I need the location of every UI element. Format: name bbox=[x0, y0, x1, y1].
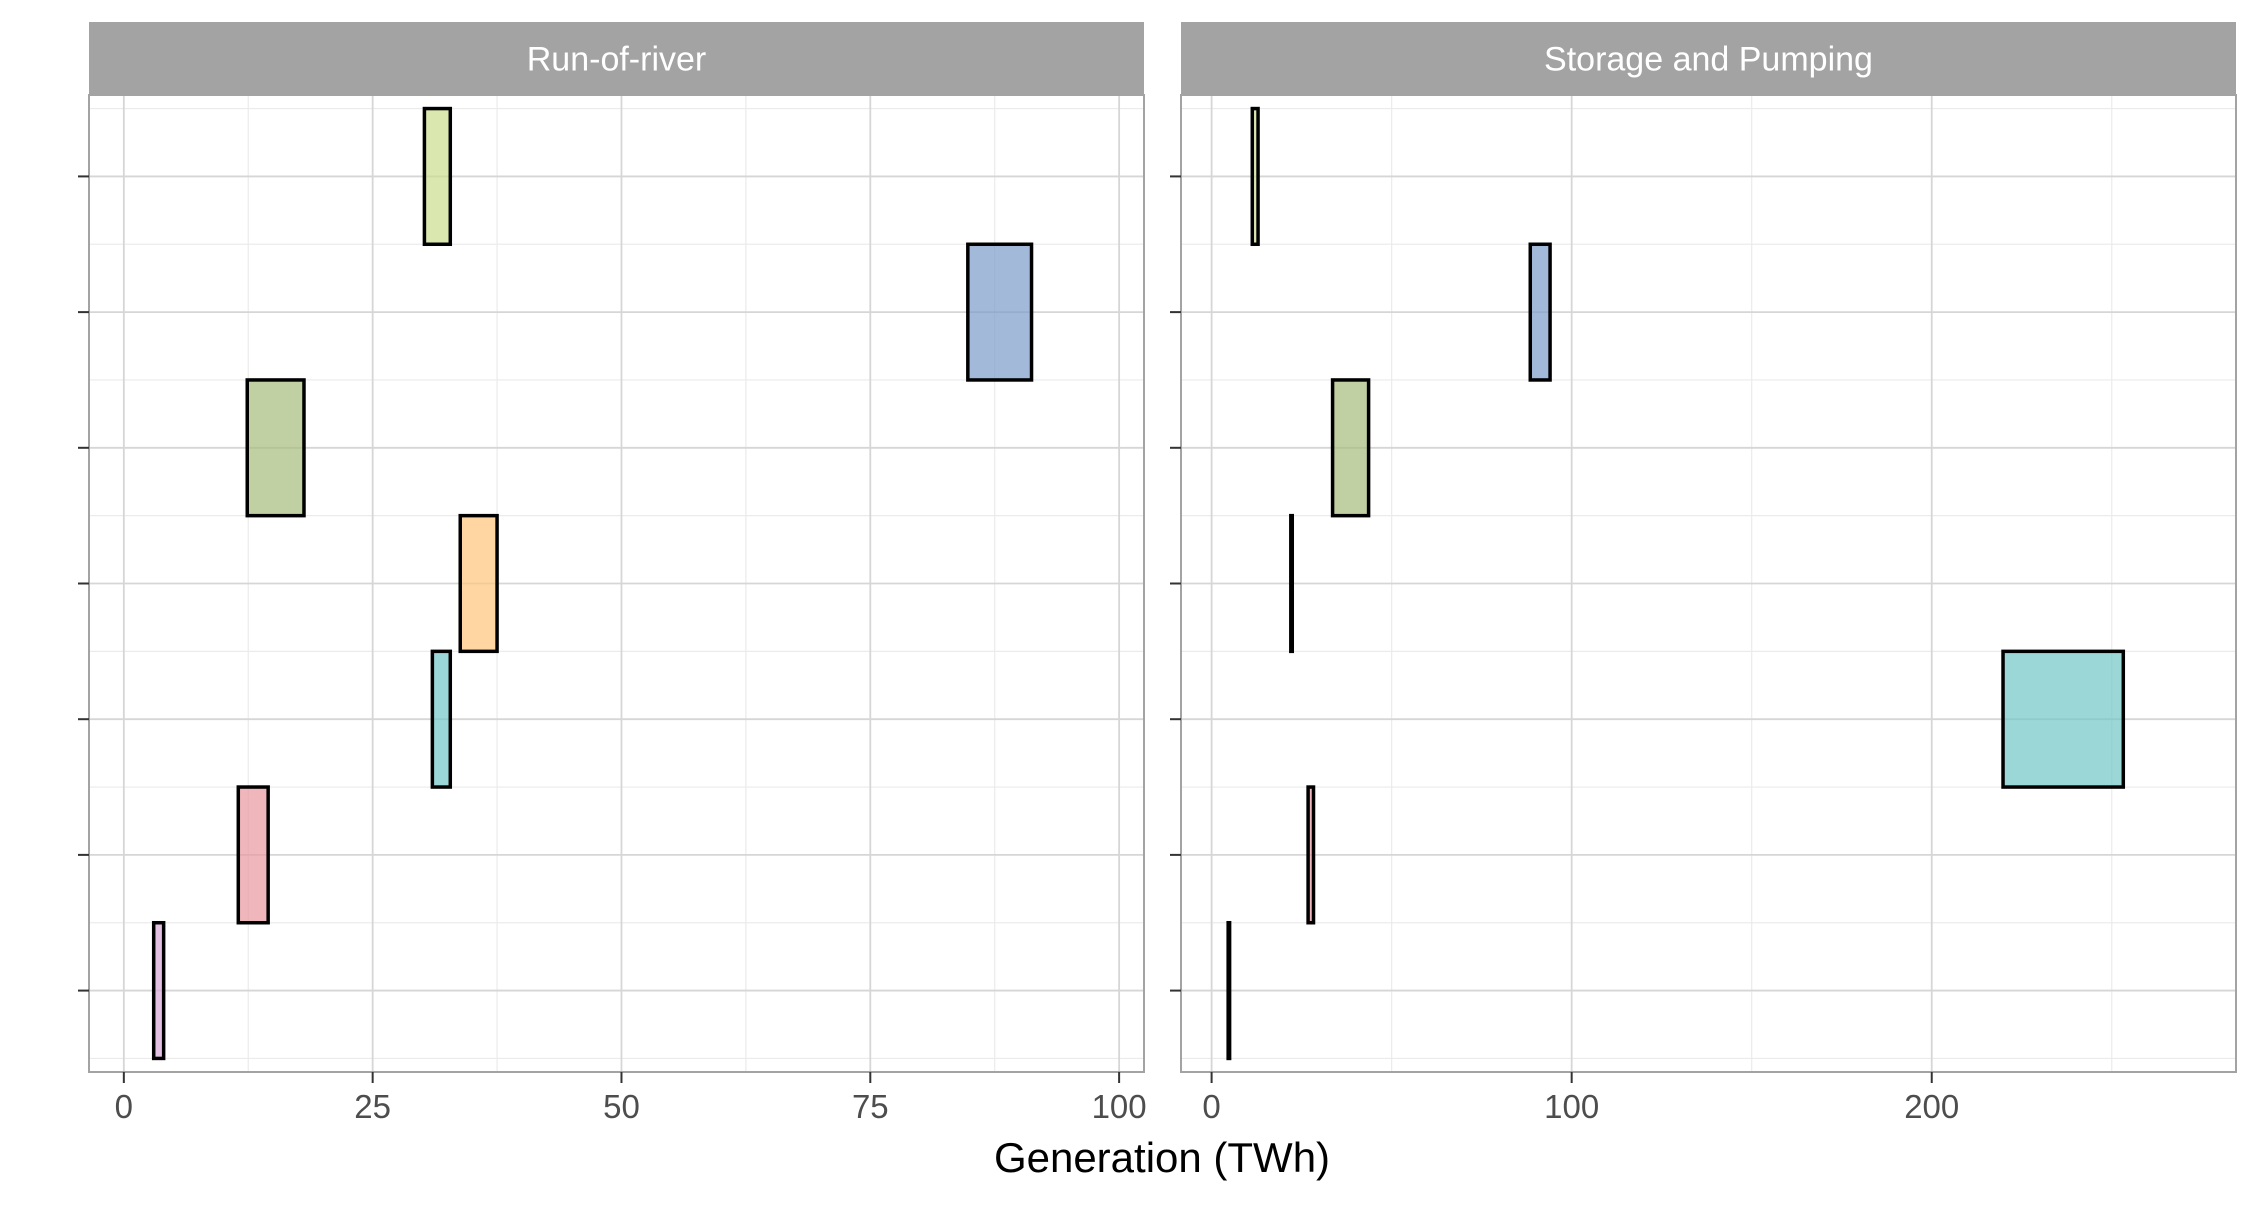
x-tick-label: 200 bbox=[1904, 1088, 1959, 1125]
strip-background bbox=[1181, 22, 2236, 95]
x-axis-title: Generation (TWh) bbox=[994, 1134, 1330, 1181]
strip-label: Storage and Pumping bbox=[1544, 41, 1873, 79]
x-tick-label: 25 bbox=[354, 1088, 391, 1125]
x-tick-label: 0 bbox=[115, 1088, 133, 1125]
panel-storage-and-pumping: Storage and Pumping 0 100 200 bbox=[1170, 22, 2237, 1125]
bar-row-7 bbox=[422, 106, 453, 247]
bar-row-3 bbox=[2001, 649, 2126, 789]
x-tick-label: 50 bbox=[603, 1088, 640, 1125]
bar-row-5 bbox=[245, 378, 306, 518]
strip-label: Run-of-river bbox=[527, 41, 706, 79]
bar-row-4 bbox=[458, 513, 499, 654]
bar-row-5 bbox=[1330, 378, 1371, 518]
x-tick-label: 75 bbox=[852, 1088, 889, 1125]
bar-row-2 bbox=[1306, 785, 1316, 925]
bar-row-1 bbox=[151, 920, 166, 1061]
x-tick-label: 100 bbox=[1544, 1088, 1599, 1125]
bar-row-4 bbox=[1289, 513, 1295, 654]
bar-row-7 bbox=[1250, 106, 1260, 247]
x-tick-label: 100 bbox=[1092, 1088, 1147, 1125]
panel-run-of-river: Run-of-river 0 25 50 75 100 bbox=[78, 22, 1147, 1125]
bar-row-3 bbox=[430, 649, 453, 789]
strip-background bbox=[89, 22, 1144, 95]
x-tick-label: 0 bbox=[1202, 1088, 1220, 1125]
bar-row-2 bbox=[236, 785, 270, 925]
bar-row-6 bbox=[1528, 242, 1552, 382]
bar-row-1 bbox=[1226, 920, 1232, 1061]
bar-row-6 bbox=[966, 242, 1034, 382]
